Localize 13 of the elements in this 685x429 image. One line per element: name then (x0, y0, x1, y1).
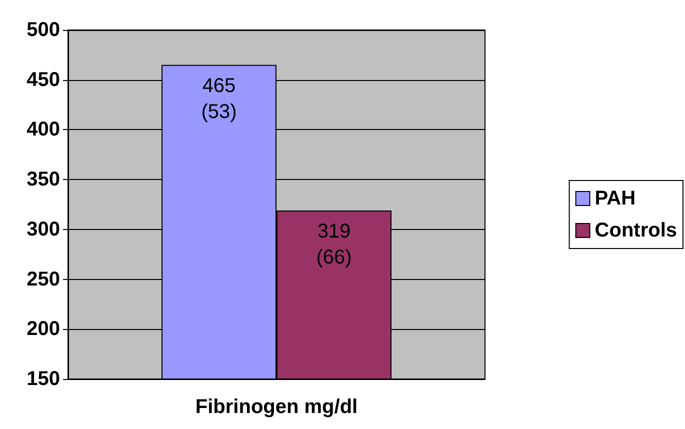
y-tick-label: 300 (26, 218, 60, 240)
data-label: 319 (66) (316, 220, 352, 268)
y-tick-label: 250 (26, 268, 60, 290)
data-label: 465 (53) (201, 74, 237, 123)
y-tick-label: 150 (26, 368, 60, 390)
y-tick-label: 400 (26, 118, 60, 141)
y-tick-label: 450 (26, 68, 60, 91)
y-tick-label: 200 (26, 318, 60, 340)
legend-label: Controls (594, 220, 677, 242)
x-tick-label: Fibrinogen mg/dl (195, 396, 358, 418)
y-tick-label: 500 (26, 19, 60, 41)
y-tick-label: 350 (26, 168, 60, 191)
legend-label: PAH (594, 188, 636, 210)
